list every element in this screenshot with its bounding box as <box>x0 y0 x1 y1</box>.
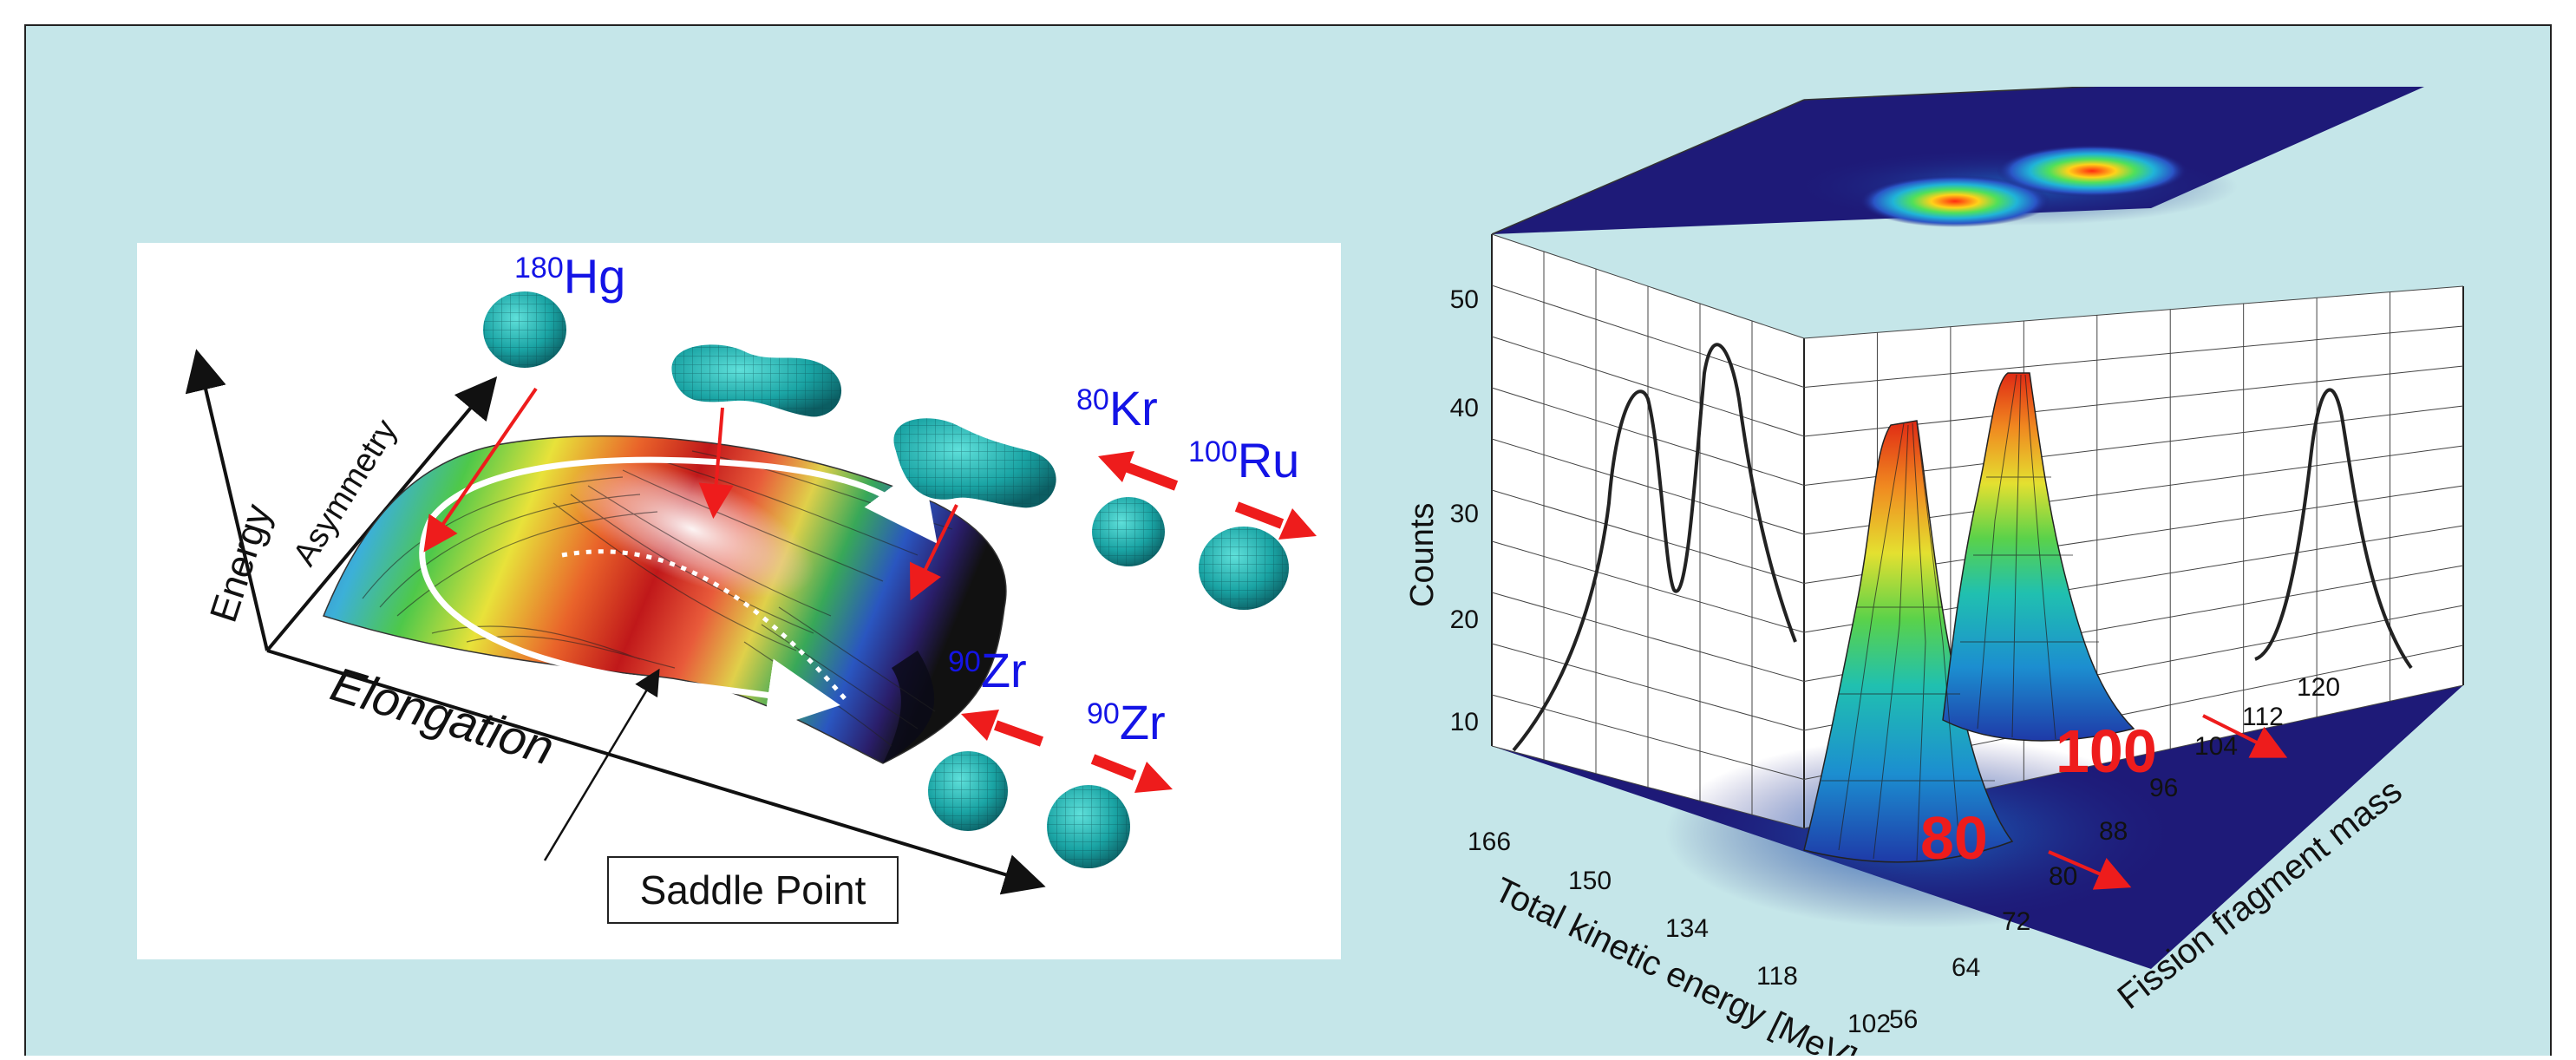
mass-tick-64: 64 <box>1952 953 1980 982</box>
peak-arrow-light <box>2048 850 2132 890</box>
count-tick-20: 20 <box>1450 605 1479 634</box>
dotted-path <box>561 549 850 704</box>
zr-sphere-1 <box>928 751 1008 831</box>
saddle-point-label: Saddle Point <box>607 856 899 924</box>
tke-tick-150: 150 <box>1568 867 1612 895</box>
asymmetric-fission-path <box>428 456 938 544</box>
mass-ticks: 56 64 72 80 88 96 104 112 120 <box>1889 673 2340 1034</box>
count-tick-30: 30 <box>1450 500 1479 528</box>
tke-tick-166: 166 <box>1468 828 1511 856</box>
elongation-axis-label: Elongation <box>324 656 560 775</box>
ru-sphere <box>1199 527 1289 610</box>
mass-tick-72: 72 <box>2002 907 2030 936</box>
elongation-axis <box>266 649 1046 895</box>
heavy-fragment-peak <box>1942 372 2135 742</box>
peak-arrow-heavy <box>2202 714 2288 758</box>
zr2-symbol: Zr <box>1120 695 1166 749</box>
elongated-shape-1 <box>671 344 842 417</box>
saddle-pointer-line <box>543 668 660 861</box>
kr-label: 80Kr <box>1076 381 1158 435</box>
zr2-label: 90Zr <box>1087 695 1166 749</box>
shape2-red-arrow <box>909 504 958 601</box>
tke-ticks: 166 150 134 118 102 <box>1468 828 1891 1038</box>
potential-energy-diagram: Energy Asymmetry 0 Elongation <box>137 243 1341 959</box>
valley-dark <box>883 651 935 763</box>
back-wall-gridline <box>1803 285 2464 339</box>
mass-tick-80: 80 <box>2049 862 2077 891</box>
tke-projection-curve <box>1512 343 1797 752</box>
zr1-symbol: Zr <box>981 643 1027 697</box>
mass-tick-88: 88 <box>2099 817 2128 846</box>
fission-yield-plot: 10 20 30 40 50 Counts 166 150 134 118 10… <box>1388 69 2533 1060</box>
counts-axis-label: Counts <box>1404 503 1441 607</box>
tke-tick-134: 134 <box>1665 914 1709 943</box>
ru-mass: 100 <box>1188 435 1238 468</box>
pes-svg: Energy Asymmetry 0 Elongation <box>185 249 1317 895</box>
ru-symbol: Ru <box>1238 433 1300 487</box>
shape1-red-arrow <box>698 407 734 519</box>
hg-mass: 180 <box>514 252 564 285</box>
zr-sphere-2 <box>1047 785 1130 868</box>
zr1-direction-arrow <box>961 710 1044 747</box>
mass-tick-104: 104 <box>2194 732 2238 761</box>
zr2-direction-arrow <box>1090 754 1173 793</box>
mass-tick-56: 56 <box>1889 1005 1918 1034</box>
energy-axis <box>185 349 269 651</box>
peak-label-light: 80 <box>1920 804 1988 872</box>
zr1-mass: 90 <box>948 645 981 678</box>
mass-tick-96: 96 <box>2149 774 2178 802</box>
top-hotspot-heavy <box>1997 145 2187 197</box>
hg-sphere <box>483 291 566 368</box>
hg-red-arrow <box>423 387 538 553</box>
tke-tick-118: 118 <box>1756 962 1798 991</box>
hg-symbol: Hg <box>564 249 626 304</box>
peak-label-heavy: 100 <box>2056 717 2157 785</box>
count-tick-10: 10 <box>1450 708 1479 736</box>
kr-mass: 80 <box>1076 383 1109 416</box>
count-ticks: 10 20 30 40 50 <box>1450 285 1479 736</box>
hg-label: 180Hg <box>514 249 625 304</box>
energy-axis-label: Energy <box>202 499 280 627</box>
kr-direction-arrow <box>1098 451 1179 491</box>
ru-label: 100Ru <box>1188 433 1299 487</box>
count-tick-40: 40 <box>1450 394 1479 422</box>
count-tick-50: 50 <box>1450 285 1479 314</box>
plot-svg: 10 20 30 40 50 Counts 166 150 134 118 10… <box>1404 69 2464 1060</box>
zr2-mass: 90 <box>1087 697 1120 730</box>
kr-symbol: Kr <box>1109 381 1158 435</box>
tke-tick-102: 102 <box>1847 1010 1891 1038</box>
ru-direction-arrow <box>1234 501 1317 540</box>
symmetric-fission-path <box>419 519 840 731</box>
zr1-label: 90Zr <box>948 643 1027 697</box>
top-plane-edge-1 <box>1491 99 1805 235</box>
top-hotspot-light <box>1860 175 2050 227</box>
mass-tick-112: 112 <box>2242 703 2284 731</box>
light-fragment-peak <box>1803 420 2014 863</box>
back-wall-gridline <box>1803 325 2464 388</box>
kr-sphere <box>1092 497 1165 566</box>
mass-projection-curve <box>2254 388 2413 670</box>
mass-tick-120: 120 <box>2297 673 2340 702</box>
elongated-shape-2 <box>893 418 1056 508</box>
peak-mesh <box>1821 374 2099 861</box>
